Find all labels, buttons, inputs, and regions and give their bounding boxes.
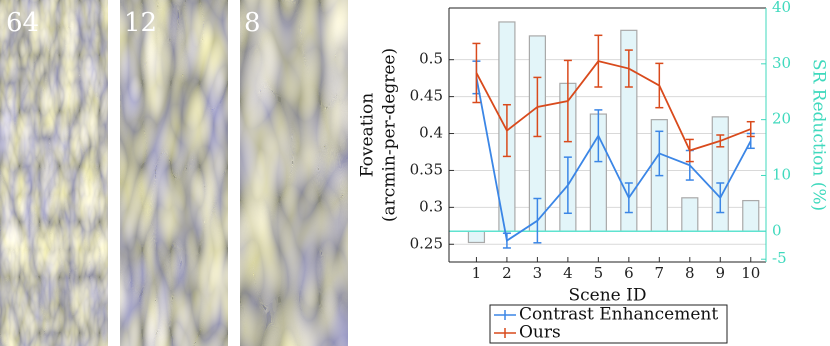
x-tick-label: 2 — [502, 264, 512, 282]
error-bar — [472, 42, 481, 104]
error-bar — [716, 134, 725, 148]
legend-label: Ours — [519, 323, 561, 343]
y-tick-label: 0.35 — [410, 160, 443, 178]
error-bar — [563, 59, 572, 143]
error-bar — [594, 109, 603, 163]
error-bar — [563, 156, 572, 215]
x-tick-label: 6 — [624, 264, 634, 282]
y2-tick-label: -5 — [772, 249, 787, 267]
y2-tick-label: 20 — [772, 110, 791, 128]
bar — [742, 199, 760, 232]
x-tick-label: 10 — [741, 264, 760, 282]
line — [475, 77, 752, 243]
x-tick-label: 7 — [655, 264, 665, 282]
line — [475, 60, 752, 152]
panel-label: 8 — [244, 8, 261, 38]
y-tick-label: 0.5 — [419, 50, 443, 68]
bar — [681, 197, 699, 232]
error-bar — [655, 62, 664, 109]
y-axis-label: (arcmin-per-degree) — [380, 48, 400, 222]
legend-key — [494, 310, 516, 320]
y-axis-label: Foveation — [358, 93, 378, 177]
x-tick-label: 5 — [594, 264, 604, 282]
image — [120, 0, 228, 346]
error-bar — [746, 120, 755, 138]
panel-label: 64 — [6, 8, 39, 38]
panel-label: 12 — [124, 8, 157, 38]
image — [0, 0, 108, 346]
legend-box — [489, 304, 728, 344]
error-bar — [502, 232, 511, 249]
y-tick-label: 0.45 — [410, 87, 443, 105]
y2-axis-label: SR Reduction (%) — [809, 59, 829, 211]
x-tick-label: 1 — [472, 264, 482, 282]
y2-tick-label: 40 — [772, 0, 791, 16]
error-bar — [655, 130, 664, 177]
error-bar — [685, 138, 694, 163]
y2-tick-label: 30 — [772, 54, 791, 72]
legend-key — [494, 328, 516, 338]
x-tick-label: 4 — [563, 264, 573, 282]
error-bar — [502, 103, 511, 158]
y2-tick-label: 10 — [772, 165, 791, 183]
error-bar — [624, 182, 633, 214]
image — [240, 0, 348, 346]
error-bar — [533, 76, 542, 138]
chart: 0.25 0.3 0.35 0.4 0.45 0.5 -5 0 10 20 30 40 1 2 3 4 5 6 7 8… — [358, 0, 829, 344]
x-axis-label: Scene ID — [569, 286, 647, 306]
legend-label: Contrast Enhancement — [519, 305, 718, 325]
y2-tick-label: 0 — [772, 221, 782, 239]
error-bar — [624, 49, 633, 88]
bar — [711, 116, 729, 232]
y-tick-label: 0.3 — [419, 197, 443, 215]
x-tick-label: 8 — [685, 264, 695, 282]
image-panels: 64 12 8 — [0, 0, 348, 346]
y-tick-label: 0.25 — [410, 234, 443, 252]
error-bar — [716, 182, 725, 214]
x-tick-label: 9 — [716, 264, 726, 282]
error-bar — [533, 197, 542, 244]
x-tick-label: 3 — [533, 264, 543, 282]
y-tick-label: 0.4 — [419, 124, 443, 142]
bar — [467, 230, 486, 244]
error-bar — [594, 34, 603, 88]
